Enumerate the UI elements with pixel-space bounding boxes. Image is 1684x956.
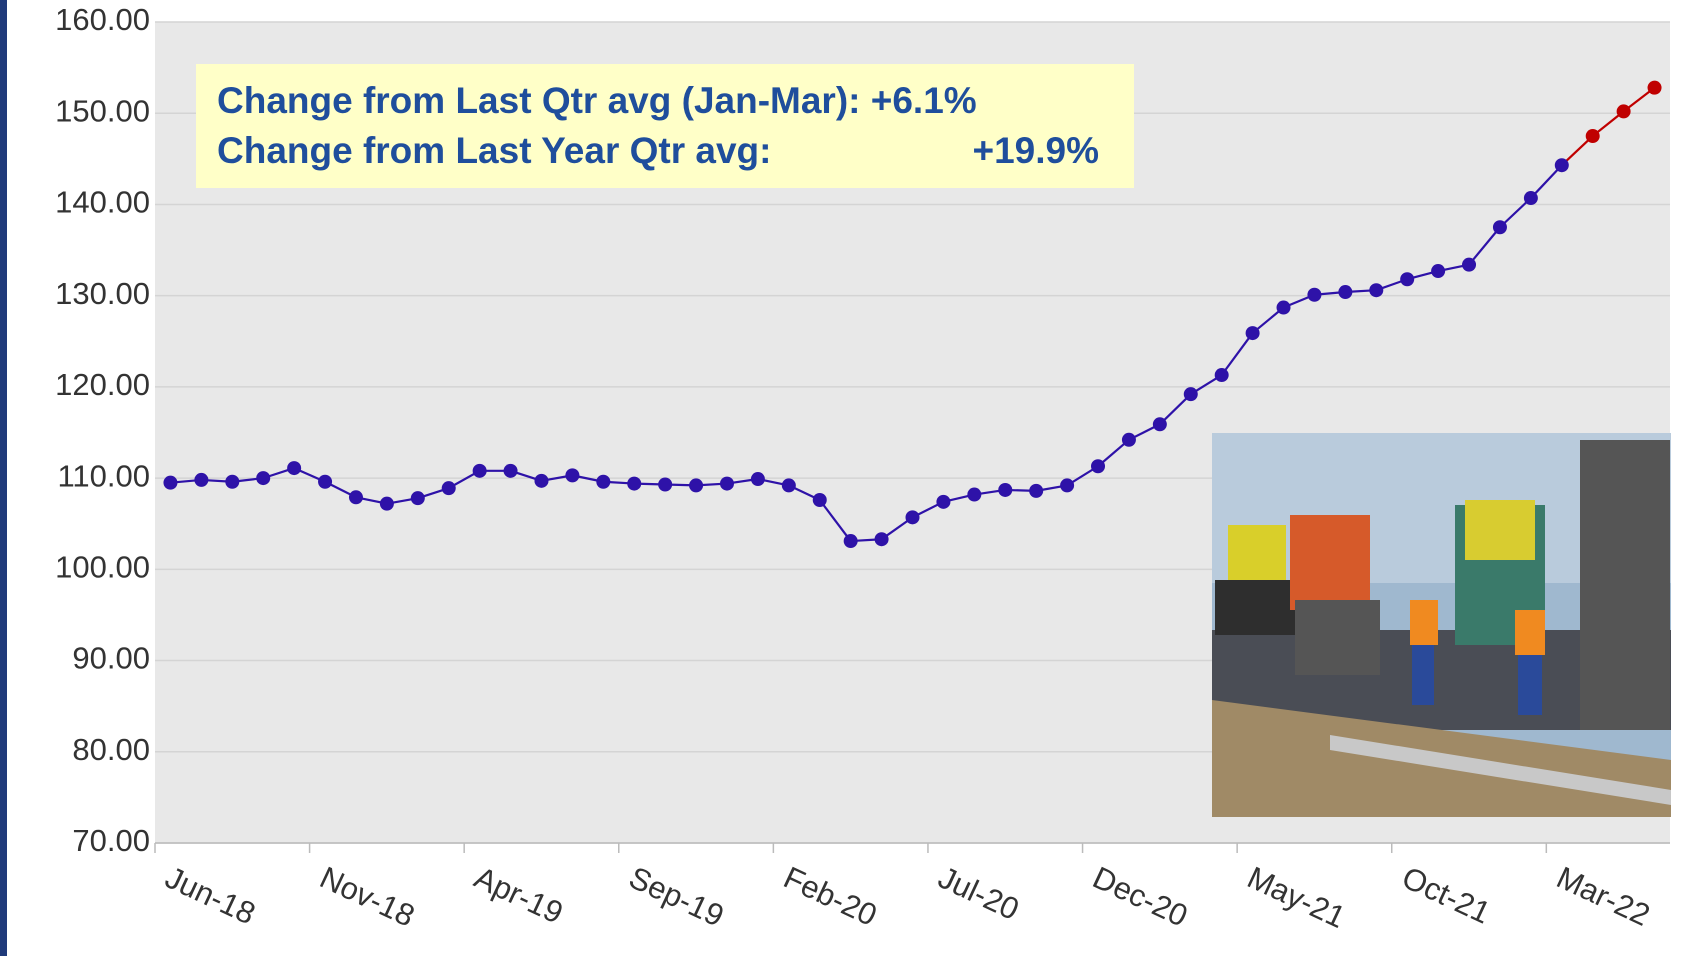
data-point — [720, 477, 734, 491]
data-point — [534, 474, 548, 488]
data-point — [1215, 368, 1229, 382]
data-point — [1091, 459, 1105, 473]
chart: Change from Last Qtr avg (Jan-Mar): +6.1… — [0, 0, 1684, 956]
annotation: Change from Last Qtr avg (Jan-Mar): +6.1… — [217, 80, 977, 121]
data-point — [1153, 417, 1167, 431]
y-tick-label: 90.00 — [72, 641, 150, 676]
y-tick-label: 70.00 — [72, 823, 150, 858]
data-point — [318, 475, 332, 489]
data-point — [504, 464, 518, 478]
data-point — [225, 475, 239, 489]
data-point — [596, 475, 610, 489]
x-tick-label: Feb-20 — [778, 860, 882, 933]
data-point — [998, 483, 1012, 497]
y-tick-label: 120.00 — [55, 367, 150, 402]
data-point — [906, 510, 920, 524]
data-point — [1524, 191, 1538, 205]
annotation: +19.9% — [972, 130, 1099, 171]
data-point — [813, 493, 827, 507]
data-point — [751, 472, 765, 486]
data-point — [1462, 258, 1476, 272]
data-point — [163, 476, 177, 490]
y-tick-label: 130.00 — [55, 276, 150, 311]
data-point — [1369, 283, 1383, 297]
data-point — [1586, 129, 1600, 143]
data-point — [936, 495, 950, 509]
data-point — [1029, 484, 1043, 498]
data-point — [1184, 387, 1198, 401]
data-point — [1648, 81, 1662, 95]
y-tick-label: 150.00 — [55, 93, 150, 128]
data-point — [1246, 326, 1260, 340]
y-tick-label: 80.00 — [72, 732, 150, 767]
x-tick-label: Jun-18 — [160, 860, 261, 932]
x-tick-label: Oct-21 — [1397, 860, 1496, 931]
y-tick-label: 100.00 — [55, 550, 150, 585]
data-point — [1493, 220, 1507, 234]
data-point — [658, 477, 672, 491]
data-point — [256, 471, 270, 485]
x-tick-label: Dec-20 — [1088, 860, 1193, 934]
data-point — [844, 534, 858, 548]
data-point — [380, 497, 394, 511]
data-point — [411, 491, 425, 505]
data-point — [782, 478, 796, 492]
data-point — [1277, 301, 1291, 315]
data-point — [1400, 272, 1414, 286]
data-point — [1122, 433, 1136, 447]
left-stripe — [0, 0, 7, 956]
data-point — [1060, 478, 1074, 492]
data-point — [565, 468, 579, 482]
y-tick-label: 110.00 — [57, 458, 150, 493]
data-point — [967, 488, 981, 502]
data-point — [194, 473, 208, 487]
data-point — [287, 461, 301, 475]
data-point — [875, 532, 889, 546]
x-tick-label: Nov-18 — [315, 860, 420, 934]
data-point — [442, 481, 456, 495]
data-point — [1555, 158, 1569, 172]
y-tick-label: 160.00 — [55, 2, 150, 37]
data-point — [627, 477, 641, 491]
data-point — [1617, 104, 1631, 118]
x-tick-label: May-21 — [1242, 860, 1350, 935]
data-point — [349, 490, 363, 504]
x-tick-label: Sep-19 — [624, 860, 729, 934]
data-point — [1338, 285, 1352, 299]
photo — [1212, 433, 1671, 817]
data-point — [1431, 264, 1445, 278]
x-tick-label: Apr-19 — [469, 860, 568, 931]
data-point — [689, 478, 703, 492]
y-tick-label: 140.00 — [55, 185, 150, 220]
data-point — [473, 464, 487, 478]
x-tick-label: Mar-22 — [1551, 860, 1655, 933]
data-point — [1307, 288, 1321, 302]
x-tick-label: Jul-20 — [933, 860, 1024, 927]
annotation: Change from Last Year Qtr avg: — [217, 130, 771, 171]
